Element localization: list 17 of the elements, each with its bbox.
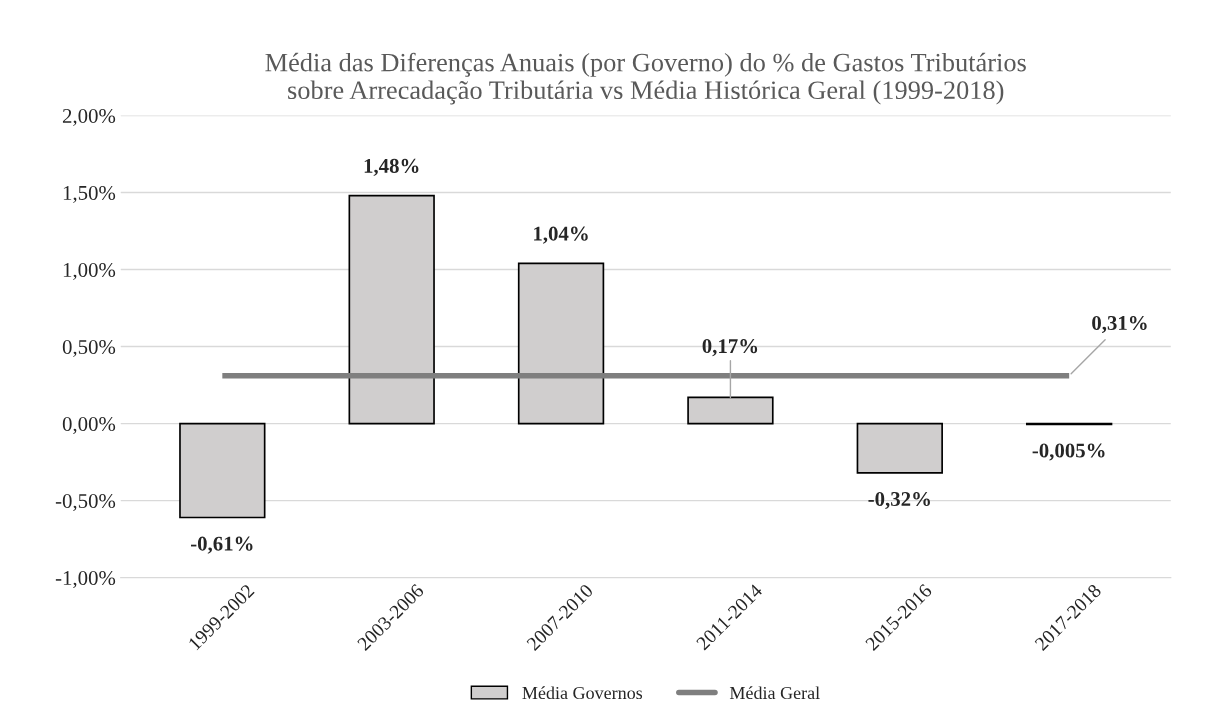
data-label: -0,61% bbox=[190, 536, 253, 554]
chart-title: Média das Diferenças Anuais (por Governo) do % de Gastos Tributários sobre Arrecadação Tributária vs Média Histórica Geral (1999-2018) bbox=[265, 52, 1026, 105]
data-label: -0,005% bbox=[1032, 443, 1105, 461]
data-label: 0,31% bbox=[1092, 315, 1147, 334]
y-tick-label: 0,50% bbox=[62, 339, 116, 357]
y-tick-label: 0,00% bbox=[62, 416, 116, 434]
y-tick-label: 1,00% bbox=[63, 262, 116, 280]
data-label: 1,04% bbox=[534, 226, 588, 244]
legend-label: Média Governos bbox=[522, 686, 643, 700]
data-label: 1,48% bbox=[364, 158, 419, 176]
y-tick-label: 1,50% bbox=[63, 185, 116, 203]
y-tick-label: -1,00% bbox=[55, 570, 116, 589]
data-label: -0,32% bbox=[868, 491, 930, 510]
legend-label: Média Geral bbox=[729, 686, 820, 700]
y-tick-label: 2,00% bbox=[62, 108, 116, 126]
data-label: 0,17% bbox=[702, 339, 758, 357]
y-tick-label: -0,50% bbox=[55, 493, 116, 512]
